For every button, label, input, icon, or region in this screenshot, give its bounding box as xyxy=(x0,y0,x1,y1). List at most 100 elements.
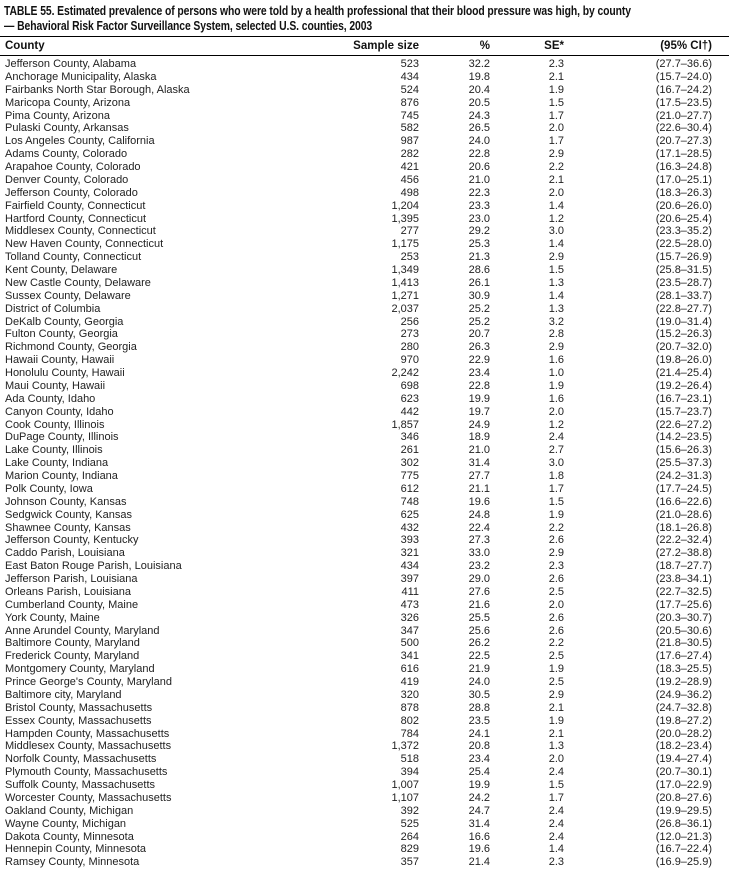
county-cell: Honolulu County, Hawaii xyxy=(5,367,125,379)
sample-size-cell: 394 xyxy=(400,766,419,779)
ci-cell: (20.8–27.6) xyxy=(655,791,712,804)
ci-cell: (17.1–28.5) xyxy=(655,148,712,161)
county-cell: Orleans Parish, Louisiana xyxy=(5,585,131,598)
percent-cell: 23.5 xyxy=(468,714,490,727)
table-row: Oakland County, Michigan 392 24.7 2.4 (19.9–… xyxy=(0,805,729,818)
ci-cell: (17.7–24.5) xyxy=(655,482,712,495)
col-county-header: County xyxy=(0,36,335,56)
se-cell: 1.4 xyxy=(548,289,564,302)
percent-cell: 23.3 xyxy=(468,199,490,212)
ci-cell: (17.7–25.6) xyxy=(655,598,712,611)
table-row: Lake County, Indiana 302 31.4 3.0 (25.5–37.3… xyxy=(0,457,729,470)
percent-cell: 24.7 xyxy=(468,804,490,817)
percent-cell: 30.9 xyxy=(468,289,490,302)
percent-cell: 28.8 xyxy=(468,701,490,714)
county-cell: Baltimore city, Maryland xyxy=(5,688,122,701)
sample-size-cell: 1,372 xyxy=(391,740,419,753)
table-body: Jefferson County, Alabama 523 32.2 2.3 (27.7… xyxy=(0,56,729,870)
table-row: Anchorage Municipality, Alaska 434 19.8 2.1… xyxy=(0,71,729,84)
se-cell: 1.4 xyxy=(548,843,564,856)
ci-cell: (27.7–36.6) xyxy=(655,58,712,70)
percent-cell: 30.5 xyxy=(468,688,490,701)
county-cell: Baltimore County, Maryland xyxy=(5,637,140,650)
ci-cell: (28.1–33.7) xyxy=(655,289,712,302)
percent-cell: 27.6 xyxy=(468,585,490,598)
county-cell: Fairbanks North Star Borough, Alaska xyxy=(5,83,190,96)
prevalence-table: County Sample size % SE* (95% CI†) Jeffe… xyxy=(0,36,729,869)
ci-cell: (16.9–25.9) xyxy=(655,856,712,869)
table-row: Middlesex County, Connecticut 277 29.2 3.0 (… xyxy=(0,225,729,238)
county-cell: Sussex County, Delaware xyxy=(5,289,131,302)
sample-size-cell: 393 xyxy=(400,534,419,547)
table-row: Fairbanks North Star Borough, Alaska 524 2… xyxy=(0,84,729,97)
county-cell: Frederick County, Maryland xyxy=(5,650,140,663)
table-row: Wayne County, Michigan 525 31.4 2.4 (26.8–36… xyxy=(0,818,729,831)
sample-size-cell: 500 xyxy=(400,637,419,650)
county-cell: New Haven County, Connecticut xyxy=(5,238,164,251)
sample-size-cell: 473 xyxy=(400,598,419,611)
ci-cell: (16.7–23.1) xyxy=(655,392,712,405)
table-row: Ada County, Idaho 623 19.9 1.6 (16.7–23.1) xyxy=(0,393,729,406)
percent-cell: 20.4 xyxy=(468,83,490,96)
sample-size-cell: 612 xyxy=(400,482,419,495)
sample-size-cell: 264 xyxy=(400,830,419,843)
sample-size-cell: 2,037 xyxy=(391,302,419,315)
county-cell: Plymouth County, Massachusetts xyxy=(5,766,168,779)
percent-cell: 16.6 xyxy=(468,830,490,843)
ci-cell: (21.4–25.4) xyxy=(655,367,712,379)
percent-cell: 19.6 xyxy=(468,843,490,856)
table-row: Frederick County, Maryland 341 22.5 2.5 (17.… xyxy=(0,650,729,663)
se-cell: 1.0 xyxy=(548,367,564,379)
sample-size-cell: 1,857 xyxy=(391,418,419,431)
table-row: Montgomery County, Maryland 616 21.9 1.9 (18… xyxy=(0,663,729,676)
se-cell: 2.0 xyxy=(548,405,564,418)
table-row: Honolulu County, Hawaii 2,242 23.4 1.0 (21.4… xyxy=(0,367,729,380)
ci-cell: (15.7–24.0) xyxy=(655,70,712,83)
percent-cell: 20.6 xyxy=(468,161,490,173)
county-cell: Worcester County, Massachusetts xyxy=(5,791,172,804)
county-cell: Tolland County, Connecticut xyxy=(5,251,142,264)
percent-cell: 32.2 xyxy=(468,58,490,70)
se-cell: 1.5 xyxy=(548,495,564,508)
percent-cell: 20.7 xyxy=(468,328,490,341)
table-title: TABLE 55. Estimated prevalence of person… xyxy=(0,0,729,36)
county-cell: Hampden County, Massachusetts xyxy=(5,727,170,740)
table-row: Orleans Parish, Louisiana 411 27.6 2.5 (22.7… xyxy=(0,586,729,599)
ci-cell: (21.0–27.7) xyxy=(655,109,712,122)
county-cell: Jefferson County, Colorado xyxy=(5,186,138,199)
ci-cell: (18.3–25.5) xyxy=(655,663,712,676)
sample-size-cell: 523 xyxy=(400,58,419,70)
se-cell: 2.1 xyxy=(548,70,564,83)
table-row: East Baton Rouge Parish, Louisiana 434 23.… xyxy=(0,560,729,573)
ci-cell: (20.0–28.2) xyxy=(655,727,712,740)
table-row: Los Angeles County, California 987 24.0 1.7… xyxy=(0,135,729,148)
sample-size-cell: 280 xyxy=(400,341,419,354)
sample-size-cell: 1,349 xyxy=(391,264,419,276)
county-cell: Middlesex County, Connecticut xyxy=(5,225,156,238)
county-cell: Hennepin County, Minnesota xyxy=(5,843,147,856)
percent-cell: 24.8 xyxy=(468,508,490,521)
county-cell: Cook County, Illinois xyxy=(5,418,105,431)
table-row: Pima County, Arizona 745 24.3 1.7 (21.0–27.7… xyxy=(0,110,729,123)
ci-cell: (19.0–31.4) xyxy=(655,315,712,328)
sample-size-cell: 582 xyxy=(400,122,419,135)
county-cell: Wayne County, Michigan xyxy=(5,817,127,830)
table-row: Sussex County, Delaware 1,271 30.9 1.4 (28.1… xyxy=(0,290,729,303)
table-row: Denver County, Colorado 456 21.0 2.1 (17.0–2… xyxy=(0,174,729,187)
percent-cell: 24.3 xyxy=(468,109,490,122)
sample-size-cell: 802 xyxy=(400,714,419,727)
sample-size-cell: 876 xyxy=(400,96,419,109)
sample-size-cell: 432 xyxy=(400,521,419,534)
ci-cell: (19.9–29.5) xyxy=(655,804,712,817)
ci-cell: (19.8–27.2) xyxy=(655,714,712,727)
county-cell: Lake County, Illinois xyxy=(5,444,103,457)
table-row: Canyon County, Idaho 442 19.7 2.0 (15.7–23.7… xyxy=(0,406,729,419)
sample-size-cell: 1,395 xyxy=(391,212,419,225)
county-cell: Bristol County, Massachusetts xyxy=(5,701,153,714)
se-cell: 2.1 xyxy=(548,701,564,714)
sample-size-cell: 784 xyxy=(400,727,419,740)
se-cell: 1.3 xyxy=(548,276,564,289)
se-cell: 1.9 xyxy=(548,663,564,676)
sample-size-cell: 320 xyxy=(400,688,419,701)
col-sample-size-header: Sample size xyxy=(335,36,423,56)
